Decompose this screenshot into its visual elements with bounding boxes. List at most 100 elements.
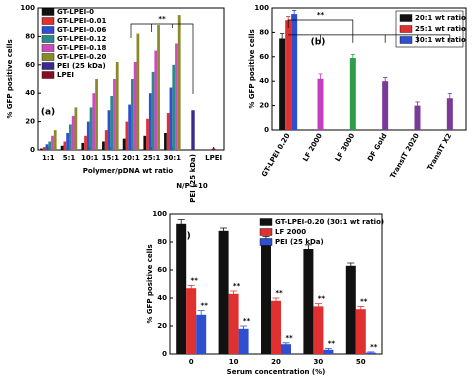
x-tick-label: 25:1 xyxy=(143,154,161,162)
bar xyxy=(66,132,69,150)
legend-swatch xyxy=(399,25,413,33)
error-bar xyxy=(314,303,322,310)
error-bar xyxy=(318,73,323,85)
x-tick-label: LPEI xyxy=(205,154,222,162)
bar xyxy=(125,121,129,150)
y-tick-label: 0 xyxy=(264,126,269,134)
bar xyxy=(317,78,324,130)
y-tick-label: 60 xyxy=(259,53,269,61)
bar xyxy=(349,58,356,130)
bar xyxy=(164,132,167,150)
legend-swatch xyxy=(259,218,273,226)
bar xyxy=(110,96,114,150)
bar xyxy=(303,249,314,354)
x-tick-label: LF 2000 xyxy=(301,132,324,163)
y-tick-label: 40 xyxy=(25,89,35,97)
x-tick-label: 10:1 xyxy=(81,154,99,162)
significance-label: ** xyxy=(285,334,293,342)
bar xyxy=(71,115,75,150)
error-bar xyxy=(177,219,185,229)
bar xyxy=(414,105,421,130)
significance-label: ** xyxy=(318,295,326,303)
bar xyxy=(131,79,134,150)
bar xyxy=(279,38,286,130)
x-tick-label: 30 xyxy=(314,358,324,366)
significance-label: ** xyxy=(317,11,325,19)
bar xyxy=(313,306,324,354)
legend-label: PEI (25 kDa) xyxy=(275,238,324,246)
x-axis-label: Serum concentration (%) xyxy=(227,368,326,376)
panel-label: (a) xyxy=(41,108,55,118)
legend-swatch xyxy=(259,228,273,236)
x-tick-label: LF 3000 xyxy=(334,132,357,163)
error-bar xyxy=(230,290,238,297)
bar xyxy=(172,64,176,150)
legend-swatch xyxy=(41,26,55,34)
significance-label: ** xyxy=(158,15,166,23)
legend-swatch xyxy=(259,238,273,246)
error-bar xyxy=(447,93,452,104)
y-tick-label: 60 xyxy=(157,266,167,274)
bar xyxy=(136,33,140,151)
x-tick-label: 0 xyxy=(189,358,194,366)
error-bar xyxy=(324,348,332,352)
x-tick-label: PEI (25 kDa) xyxy=(189,154,197,203)
significance-bracket xyxy=(287,19,451,43)
legend-label: LPEI xyxy=(57,71,74,79)
bar xyxy=(53,130,57,150)
legend-label: 25:1 wt ratio xyxy=(415,25,466,33)
significance-label: ** xyxy=(360,297,368,305)
bar xyxy=(148,93,152,150)
legend-label: PEI (25 kDa) xyxy=(57,62,106,70)
y-tick-label: 80 xyxy=(157,238,167,246)
y-axis-label: % GFP positive cells xyxy=(248,29,256,108)
bar xyxy=(122,138,126,150)
bar xyxy=(143,135,147,150)
legend-label: GT-LPEI-0.01 xyxy=(57,17,107,25)
legend-label: 30:1 wt ratio xyxy=(415,36,466,44)
error-bar xyxy=(280,33,285,44)
y-tick-label: 100 xyxy=(20,4,35,12)
significance-bracket xyxy=(130,23,194,94)
bar xyxy=(74,107,78,150)
bar xyxy=(191,110,195,150)
bar xyxy=(271,300,281,354)
bar xyxy=(186,288,197,354)
x-axis-label: Polymer/pDNA wt ratio xyxy=(83,167,174,175)
x-tick-label: GT-LPEI 0.20 xyxy=(260,132,291,179)
error-bar xyxy=(350,53,355,63)
x-tick-label: 15:1 xyxy=(102,154,120,162)
legend-label: GT-LPEI-0.20 xyxy=(57,53,107,61)
y-tick-label: 20 xyxy=(25,118,35,126)
x-tick-label: 50 xyxy=(356,358,366,366)
legend-label: LF 2000 xyxy=(275,228,306,236)
legend-swatch xyxy=(41,8,55,16)
y-tick-label: 0 xyxy=(162,350,167,358)
error-bar xyxy=(415,101,420,110)
panel-label: (b) xyxy=(311,38,326,48)
bar xyxy=(169,87,173,150)
bar xyxy=(128,104,131,150)
legend-label: GT-LPEI-0 xyxy=(57,8,94,16)
legend-label: GT-LPEI-0.12 xyxy=(57,35,107,43)
significance-label: ** xyxy=(191,276,199,284)
significance-label: ** xyxy=(243,317,251,325)
y-axis-label: % GFP positive cells xyxy=(6,39,14,118)
plot-frame xyxy=(271,7,467,131)
bar xyxy=(95,79,98,150)
x-tick-label: 30:1 xyxy=(164,154,182,162)
y-tick-label: 20 xyxy=(157,322,167,330)
y-tick-label: 100 xyxy=(254,4,269,12)
legend-swatch xyxy=(41,44,55,52)
bar xyxy=(84,135,87,150)
x-tick-label: 20 xyxy=(271,358,281,366)
bar xyxy=(175,43,178,150)
bar xyxy=(446,98,453,130)
bar xyxy=(157,25,160,150)
bar xyxy=(211,148,216,150)
y-tick-label: 20 xyxy=(259,102,269,110)
bar xyxy=(355,309,366,354)
x-tick-label: TransIT X2 xyxy=(426,132,454,172)
bar xyxy=(146,118,149,150)
